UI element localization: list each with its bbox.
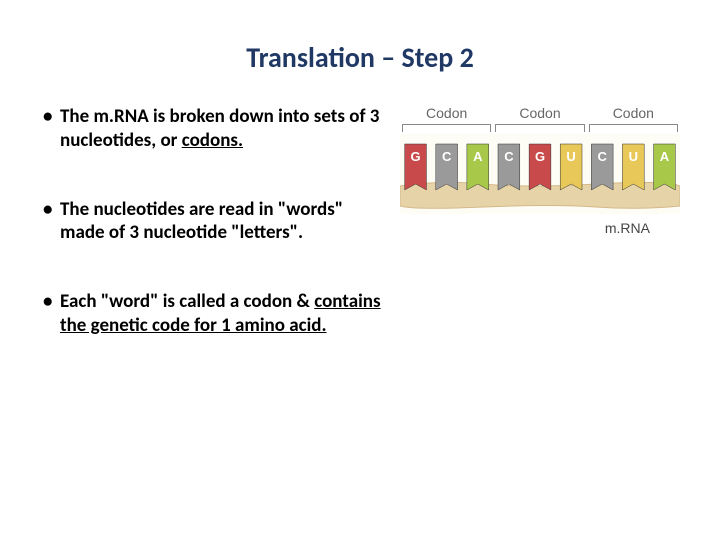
codon-labels-row: Codon Codon Codon (400, 105, 680, 121)
codon-label: Codon (587, 105, 680, 121)
svg-text:G: G (535, 149, 545, 164)
svg-text:G: G (410, 149, 420, 164)
codon-diagram: Codon Codon Codon G C A C G U C U A m.RNA (400, 105, 680, 383)
svg-text:A: A (473, 149, 483, 164)
slide: Translation – Step 2 The m.RNA is broken… (0, 0, 720, 540)
svg-text:U: U (566, 149, 575, 164)
mrna-strand-svg: GCACGUCUA (400, 134, 680, 214)
bracket-icon (402, 124, 491, 132)
bracket-row (400, 124, 680, 134)
codon-label: Codon (400, 105, 493, 121)
bullet-list: The m.RNA is broken down into sets of 3 … (40, 105, 385, 383)
bullet-item: The nucleotides are read in "words" made… (40, 198, 385, 246)
bullet-item: The m.RNA is broken down into sets of 3 … (40, 105, 385, 153)
svg-text:A: A (660, 149, 670, 164)
svg-text:C: C (442, 149, 452, 164)
bracket-icon (495, 124, 584, 132)
bracket-icon (589, 124, 678, 132)
svg-text:C: C (504, 149, 514, 164)
bullet-text-underline: codons. (182, 129, 243, 152)
bullet-text-pre: The nucleotides are read in "words" made… (60, 198, 343, 245)
svg-text:U: U (629, 149, 638, 164)
svg-text:C: C (598, 149, 608, 164)
mrna-label: m.RNA (400, 220, 680, 236)
slide-title: Translation – Step 2 (40, 40, 680, 75)
bullet-item: Each "word" is called a codon & contains… (40, 290, 385, 338)
bullet-text-pre: Each "word" is called a codon & (60, 290, 314, 313)
codon-label: Codon (493, 105, 586, 121)
content-row: The m.RNA is broken down into sets of 3 … (40, 105, 680, 383)
